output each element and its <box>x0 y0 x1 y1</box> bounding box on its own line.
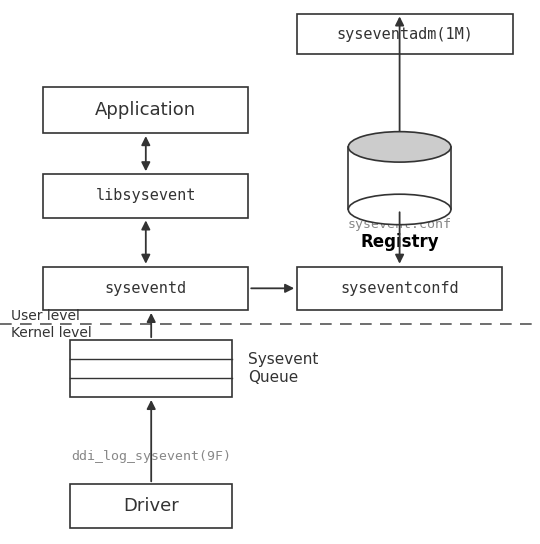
Text: Kernel level: Kernel level <box>11 326 92 340</box>
Bar <box>43 87 248 133</box>
Bar <box>43 174 248 218</box>
Text: libsysevent: libsysevent <box>96 188 196 203</box>
Text: Driver: Driver <box>123 497 179 515</box>
Text: User level: User level <box>11 308 80 323</box>
Bar <box>70 484 232 528</box>
Bar <box>348 147 451 209</box>
Ellipse shape <box>348 132 451 162</box>
Text: syseventd: syseventd <box>105 281 187 296</box>
Bar <box>297 14 513 54</box>
Text: syseventconfd: syseventconfd <box>340 281 459 296</box>
Text: syseventadm(1M): syseventadm(1M) <box>336 27 474 41</box>
Bar <box>297 267 502 310</box>
Bar <box>70 340 232 397</box>
Bar <box>43 267 248 310</box>
Text: Registry: Registry <box>360 233 439 251</box>
Text: sysevent.conf: sysevent.conf <box>348 218 451 231</box>
Ellipse shape <box>348 194 451 225</box>
Text: ddi_log_sysevent(9F): ddi_log_sysevent(9F) <box>71 450 231 463</box>
Text: Sysevent
Queue: Sysevent Queue <box>248 353 319 385</box>
Text: Application: Application <box>95 101 197 119</box>
